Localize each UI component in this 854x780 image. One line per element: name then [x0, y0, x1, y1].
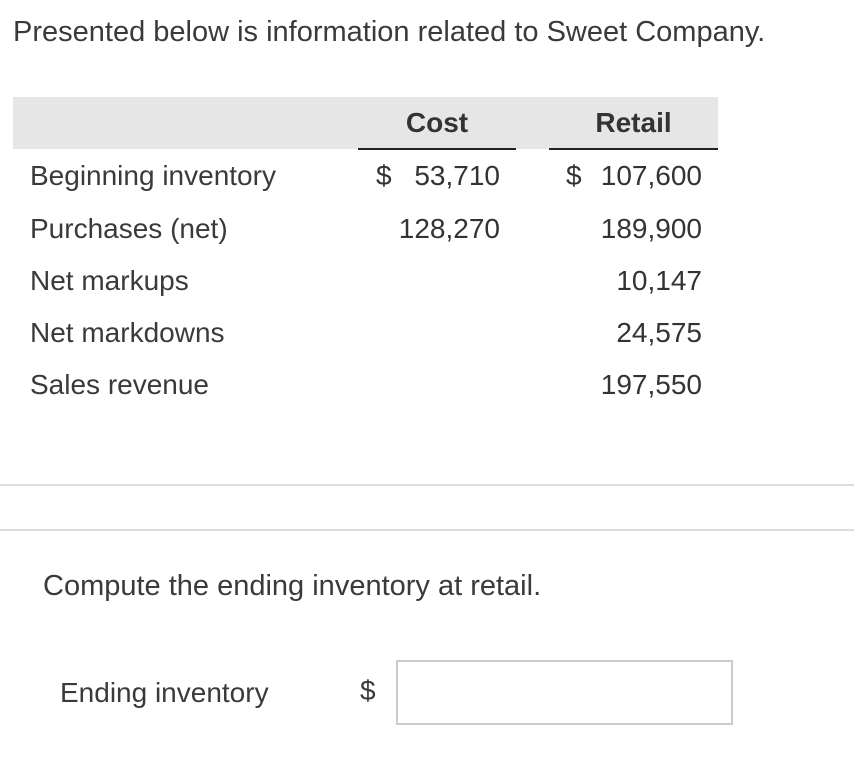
intro-text: Presented below is information related t…	[13, 16, 766, 48]
cost-header-underline	[358, 148, 516, 150]
row-label: Purchases (net)	[30, 213, 228, 244]
retail-header-underline	[549, 148, 718, 150]
table-row-beginning-inventory: Beginning inventory $ 53,710 $ 107,600	[0, 156, 854, 196]
row-label: Sales revenue	[30, 369, 210, 400]
table-row-net-markups: Net markups 10,147	[0, 261, 854, 301]
retail-value: 10,147	[616, 265, 702, 296]
cost-currency-symbol: $	[376, 160, 392, 191]
cost-value: 128,270	[398, 213, 500, 244]
table-row-net-markdowns: Net markdowns 24,575	[0, 313, 854, 353]
retail-currency-symbol: $	[566, 160, 582, 191]
table-row-sales-revenue: Sales revenue 197,550	[0, 365, 854, 405]
row-label: Beginning inventory	[30, 160, 276, 191]
retail-value: 107,600	[600, 160, 702, 191]
table-row-purchases: Purchases (net) 128,270 189,900	[0, 209, 854, 249]
ending-inventory-label: Ending inventory	[60, 677, 269, 708]
row-label: Net markdowns	[30, 317, 225, 348]
column-header-cost: Cost	[405, 107, 469, 138]
column-header-retail: Retail	[595, 107, 672, 138]
table-header-band	[13, 97, 718, 149]
section-divider-top	[0, 484, 854, 486]
retail-value: 197,550	[600, 369, 702, 400]
row-label: Net markups	[30, 265, 189, 296]
retail-value: 189,900	[600, 213, 702, 244]
question-text: Compute the ending inventory at retail.	[43, 570, 542, 602]
ending-inventory-input[interactable]	[396, 660, 733, 725]
retail-value: 24,575	[616, 317, 702, 348]
answer-currency-symbol: $	[360, 675, 376, 706]
section-divider-bottom	[0, 529, 854, 531]
cost-value: 53,710	[414, 160, 500, 191]
